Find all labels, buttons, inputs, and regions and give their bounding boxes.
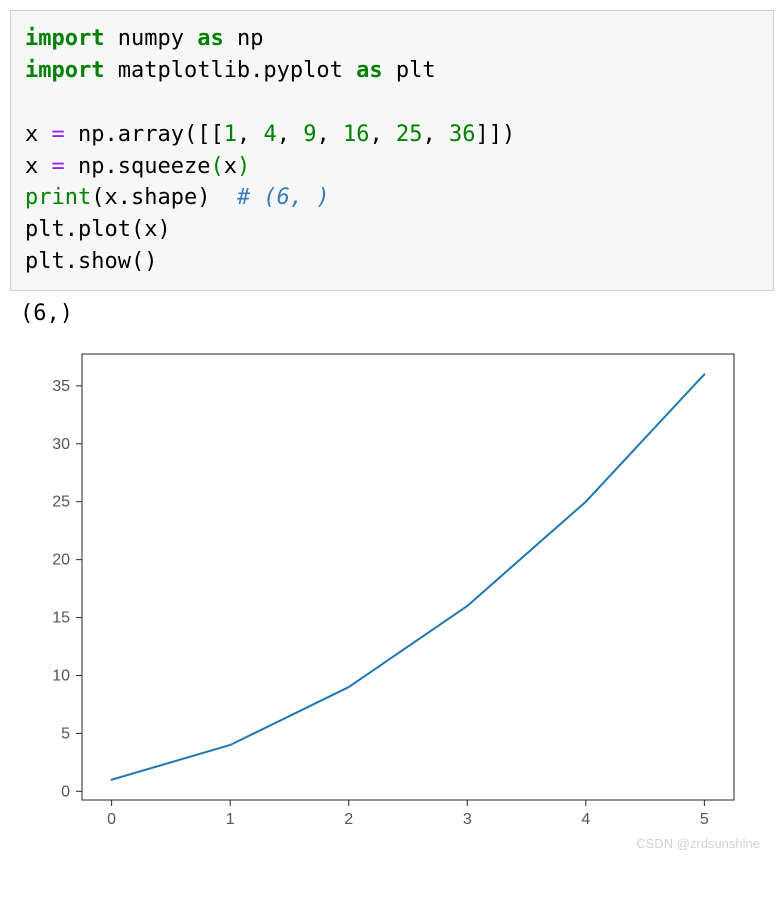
code-token-name: x (224, 154, 237, 179)
code-token-name: ]]) (475, 122, 515, 147)
code-token-name: plt.show() (25, 249, 157, 274)
code-token-kw: as (356, 58, 383, 83)
code-token-kw: as (197, 26, 224, 51)
ytick-label: 30 (52, 436, 70, 453)
code-token-name: plt (383, 58, 436, 83)
ytick-label: 20 (52, 552, 70, 569)
code-token-name: np (224, 26, 264, 51)
xtick-label: 4 (581, 811, 590, 828)
code-token-num: 25 (396, 122, 423, 147)
code-token-name: (x.shape) (91, 185, 237, 210)
code-block: import numpy as np import matplotlib.pyp… (25, 26, 515, 274)
xtick-label: 2 (344, 811, 353, 828)
code-token-num: 36 (449, 122, 476, 147)
code-token-op: = (52, 154, 65, 179)
ytick-label: 5 (61, 726, 70, 743)
code-token-kw: import (25, 26, 104, 51)
xtick-label: 3 (463, 811, 472, 828)
code-token-kw: import (25, 58, 104, 83)
code-cell: import numpy as np import matplotlib.pyp… (10, 10, 774, 291)
code-token-name: , (369, 122, 396, 147)
ytick-label: 0 (61, 783, 70, 800)
code-token-num: 1 (224, 122, 237, 147)
xtick-label: 1 (226, 811, 235, 828)
code-token-name: , (422, 122, 449, 147)
watermark-text: CSDN @zrdsunshine (0, 836, 760, 851)
code-token-name: , (277, 122, 304, 147)
code-token-call: ) (237, 154, 250, 179)
code-token-name: matplotlib.pyplot (104, 58, 356, 83)
code-token-name: x (25, 154, 52, 179)
chart-container: 0 5 10 15 20 25 30 35 0 1 2 3 4 5 (16, 340, 768, 840)
code-token-name: x (25, 122, 52, 147)
code-token-cmt: # (6, ) (237, 185, 330, 210)
line-chart: 0 5 10 15 20 25 30 35 0 1 2 3 4 5 (16, 340, 746, 840)
ytick-label: 10 (52, 668, 70, 685)
stdout-output: (6,) (20, 301, 764, 326)
code-token-num: 16 (343, 122, 370, 147)
ytick-label: 25 (52, 494, 70, 511)
code-token-name: np.squeeze (65, 154, 211, 179)
code-token-name: plt.plot(x) (25, 217, 171, 242)
code-token-name: , (237, 122, 264, 147)
code-token-name: , (316, 122, 343, 147)
ytick-label: 35 (52, 378, 70, 395)
code-token-name: np.array([[ (65, 122, 224, 147)
code-token-num: 4 (263, 122, 276, 147)
xtick-label: 0 (107, 811, 116, 828)
code-token-num: 9 (303, 122, 316, 147)
code-token-call: print (25, 185, 91, 210)
xtick-label: 5 (700, 811, 709, 828)
code-token-call: ( (210, 154, 223, 179)
ytick-label: 15 (52, 610, 70, 627)
code-token-op: = (52, 122, 65, 147)
code-token-name: numpy (104, 26, 197, 51)
